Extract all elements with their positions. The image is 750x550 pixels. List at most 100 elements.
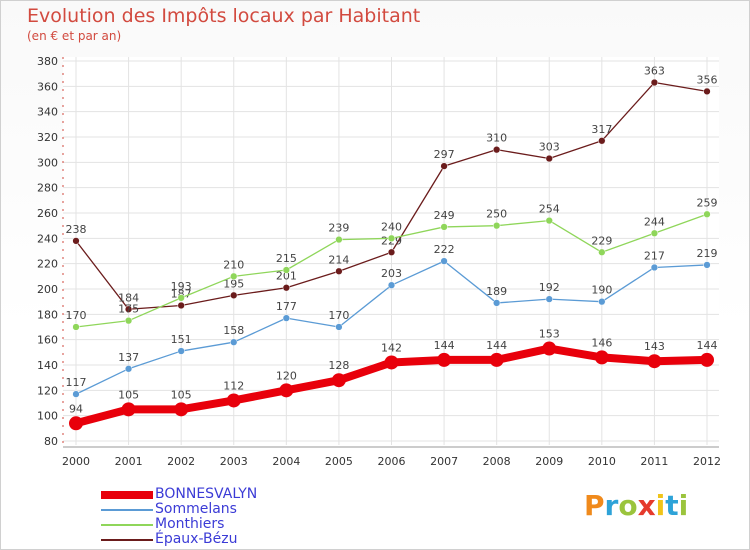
data-label: 128 <box>328 359 349 372</box>
legend-item: BONNESVALYN <box>101 487 257 502</box>
data-label: 249 <box>434 209 455 222</box>
x-tick-label: 2002 <box>167 455 195 468</box>
data-point <box>282 314 290 322</box>
data-point <box>703 210 711 218</box>
data-point <box>177 294 185 302</box>
y-tick-label: 300 <box>37 156 58 169</box>
y-tick-label: 220 <box>37 258 58 271</box>
data-label: 120 <box>276 369 297 382</box>
data-point <box>282 284 290 292</box>
y-tick-label: 200 <box>37 283 58 296</box>
x-tick-label: 2007 <box>430 455 458 468</box>
data-label: 151 <box>171 333 192 346</box>
logo-letter: o <box>618 489 638 522</box>
data-point <box>174 402 189 417</box>
data-label: 158 <box>223 324 244 337</box>
data-point <box>384 355 399 370</box>
data-label: 222 <box>434 243 455 256</box>
data-label: 153 <box>539 328 560 341</box>
data-point <box>440 223 448 231</box>
data-label: 144 <box>434 339 455 352</box>
legend-swatch <box>101 538 153 541</box>
data-point <box>177 301 185 310</box>
legend-label: Monthiers <box>155 516 225 532</box>
data-label: 239 <box>328 222 349 235</box>
data-point <box>124 365 133 373</box>
data-label: 143 <box>644 340 665 353</box>
data-label: 238 <box>66 223 87 236</box>
data-label: 259 <box>697 196 718 209</box>
data-point <box>72 237 80 245</box>
x-tick-label: 2008 <box>483 455 511 468</box>
legend-item: Monthiers <box>101 517 257 532</box>
data-label: 184 <box>118 291 139 304</box>
data-label: 356 <box>697 73 718 86</box>
data-point <box>387 281 396 289</box>
data-label: 94 <box>69 402 83 415</box>
y-tick-label: 240 <box>37 232 58 245</box>
data-point <box>335 235 343 244</box>
data-label: 117 <box>66 376 87 389</box>
data-point <box>331 373 346 388</box>
data-point <box>230 338 238 346</box>
legend-label: Épaux-Bézu <box>155 531 238 547</box>
data-point <box>545 154 553 163</box>
data-point <box>703 87 711 96</box>
data-point <box>387 248 396 256</box>
data-point <box>493 299 501 307</box>
data-point <box>124 305 133 313</box>
data-label: 210 <box>223 258 244 271</box>
y-tick-label: 260 <box>37 207 58 220</box>
data-point <box>226 393 241 408</box>
chart-subtitle: (en € et par an) <box>27 29 122 43</box>
data-label: 105 <box>118 388 139 401</box>
chart-legend: BONNESVALYN Sommelans Monthiers Épaux-Bézu <box>101 487 257 547</box>
data-label: 189 <box>486 285 507 298</box>
logo-letter: r <box>604 489 619 522</box>
data-label: 193 <box>171 280 192 293</box>
x-tick-label: 2003 <box>220 455 248 468</box>
legend-label: Sommelans <box>155 501 237 517</box>
data-point <box>703 261 711 269</box>
data-point <box>177 347 185 355</box>
x-tick-label: 2001 <box>115 455 143 468</box>
data-label: 317 <box>591 123 612 136</box>
legend-swatch <box>101 490 153 499</box>
data-point <box>124 317 133 325</box>
data-label: 144 <box>486 339 507 352</box>
logo-letter: t <box>665 489 679 522</box>
data-label: 254 <box>539 203 560 216</box>
data-label: 203 <box>381 267 402 280</box>
data-label: 137 <box>118 351 139 364</box>
legend-label: BONNESVALYN <box>155 486 258 502</box>
line-chart: 80 100 120 140 160 180 200 220 240 260 280 300 320 34… <box>37 55 721 468</box>
data-label: 219 <box>697 247 718 260</box>
data-point <box>335 267 343 275</box>
data-label: 175 <box>118 303 139 316</box>
x-tick-label: 2010 <box>588 455 616 468</box>
logo-letter: i <box>678 489 689 522</box>
data-point <box>437 352 452 367</box>
legend-swatch <box>101 523 153 526</box>
data-point <box>279 383 294 398</box>
y-tick-label: 80 <box>44 435 58 448</box>
data-label: 190 <box>591 284 612 297</box>
data-label: 195 <box>223 277 244 290</box>
data-label: 112 <box>223 379 244 392</box>
x-tick-label: 2004 <box>272 455 300 468</box>
data-point <box>598 248 606 256</box>
y-tick-label: 380 <box>37 55 58 68</box>
data-point <box>282 266 290 274</box>
data-label: 217 <box>644 249 665 262</box>
data-point <box>335 323 343 331</box>
data-point <box>493 222 501 230</box>
y-tick-label: 120 <box>37 384 58 397</box>
data-point <box>121 402 136 417</box>
data-label: 303 <box>539 141 560 154</box>
data-point <box>493 146 501 154</box>
y-tick-label: 180 <box>37 308 58 321</box>
data-point <box>69 416 83 431</box>
logo-letter: x <box>637 489 656 522</box>
y-tick-label: 340 <box>37 106 58 119</box>
